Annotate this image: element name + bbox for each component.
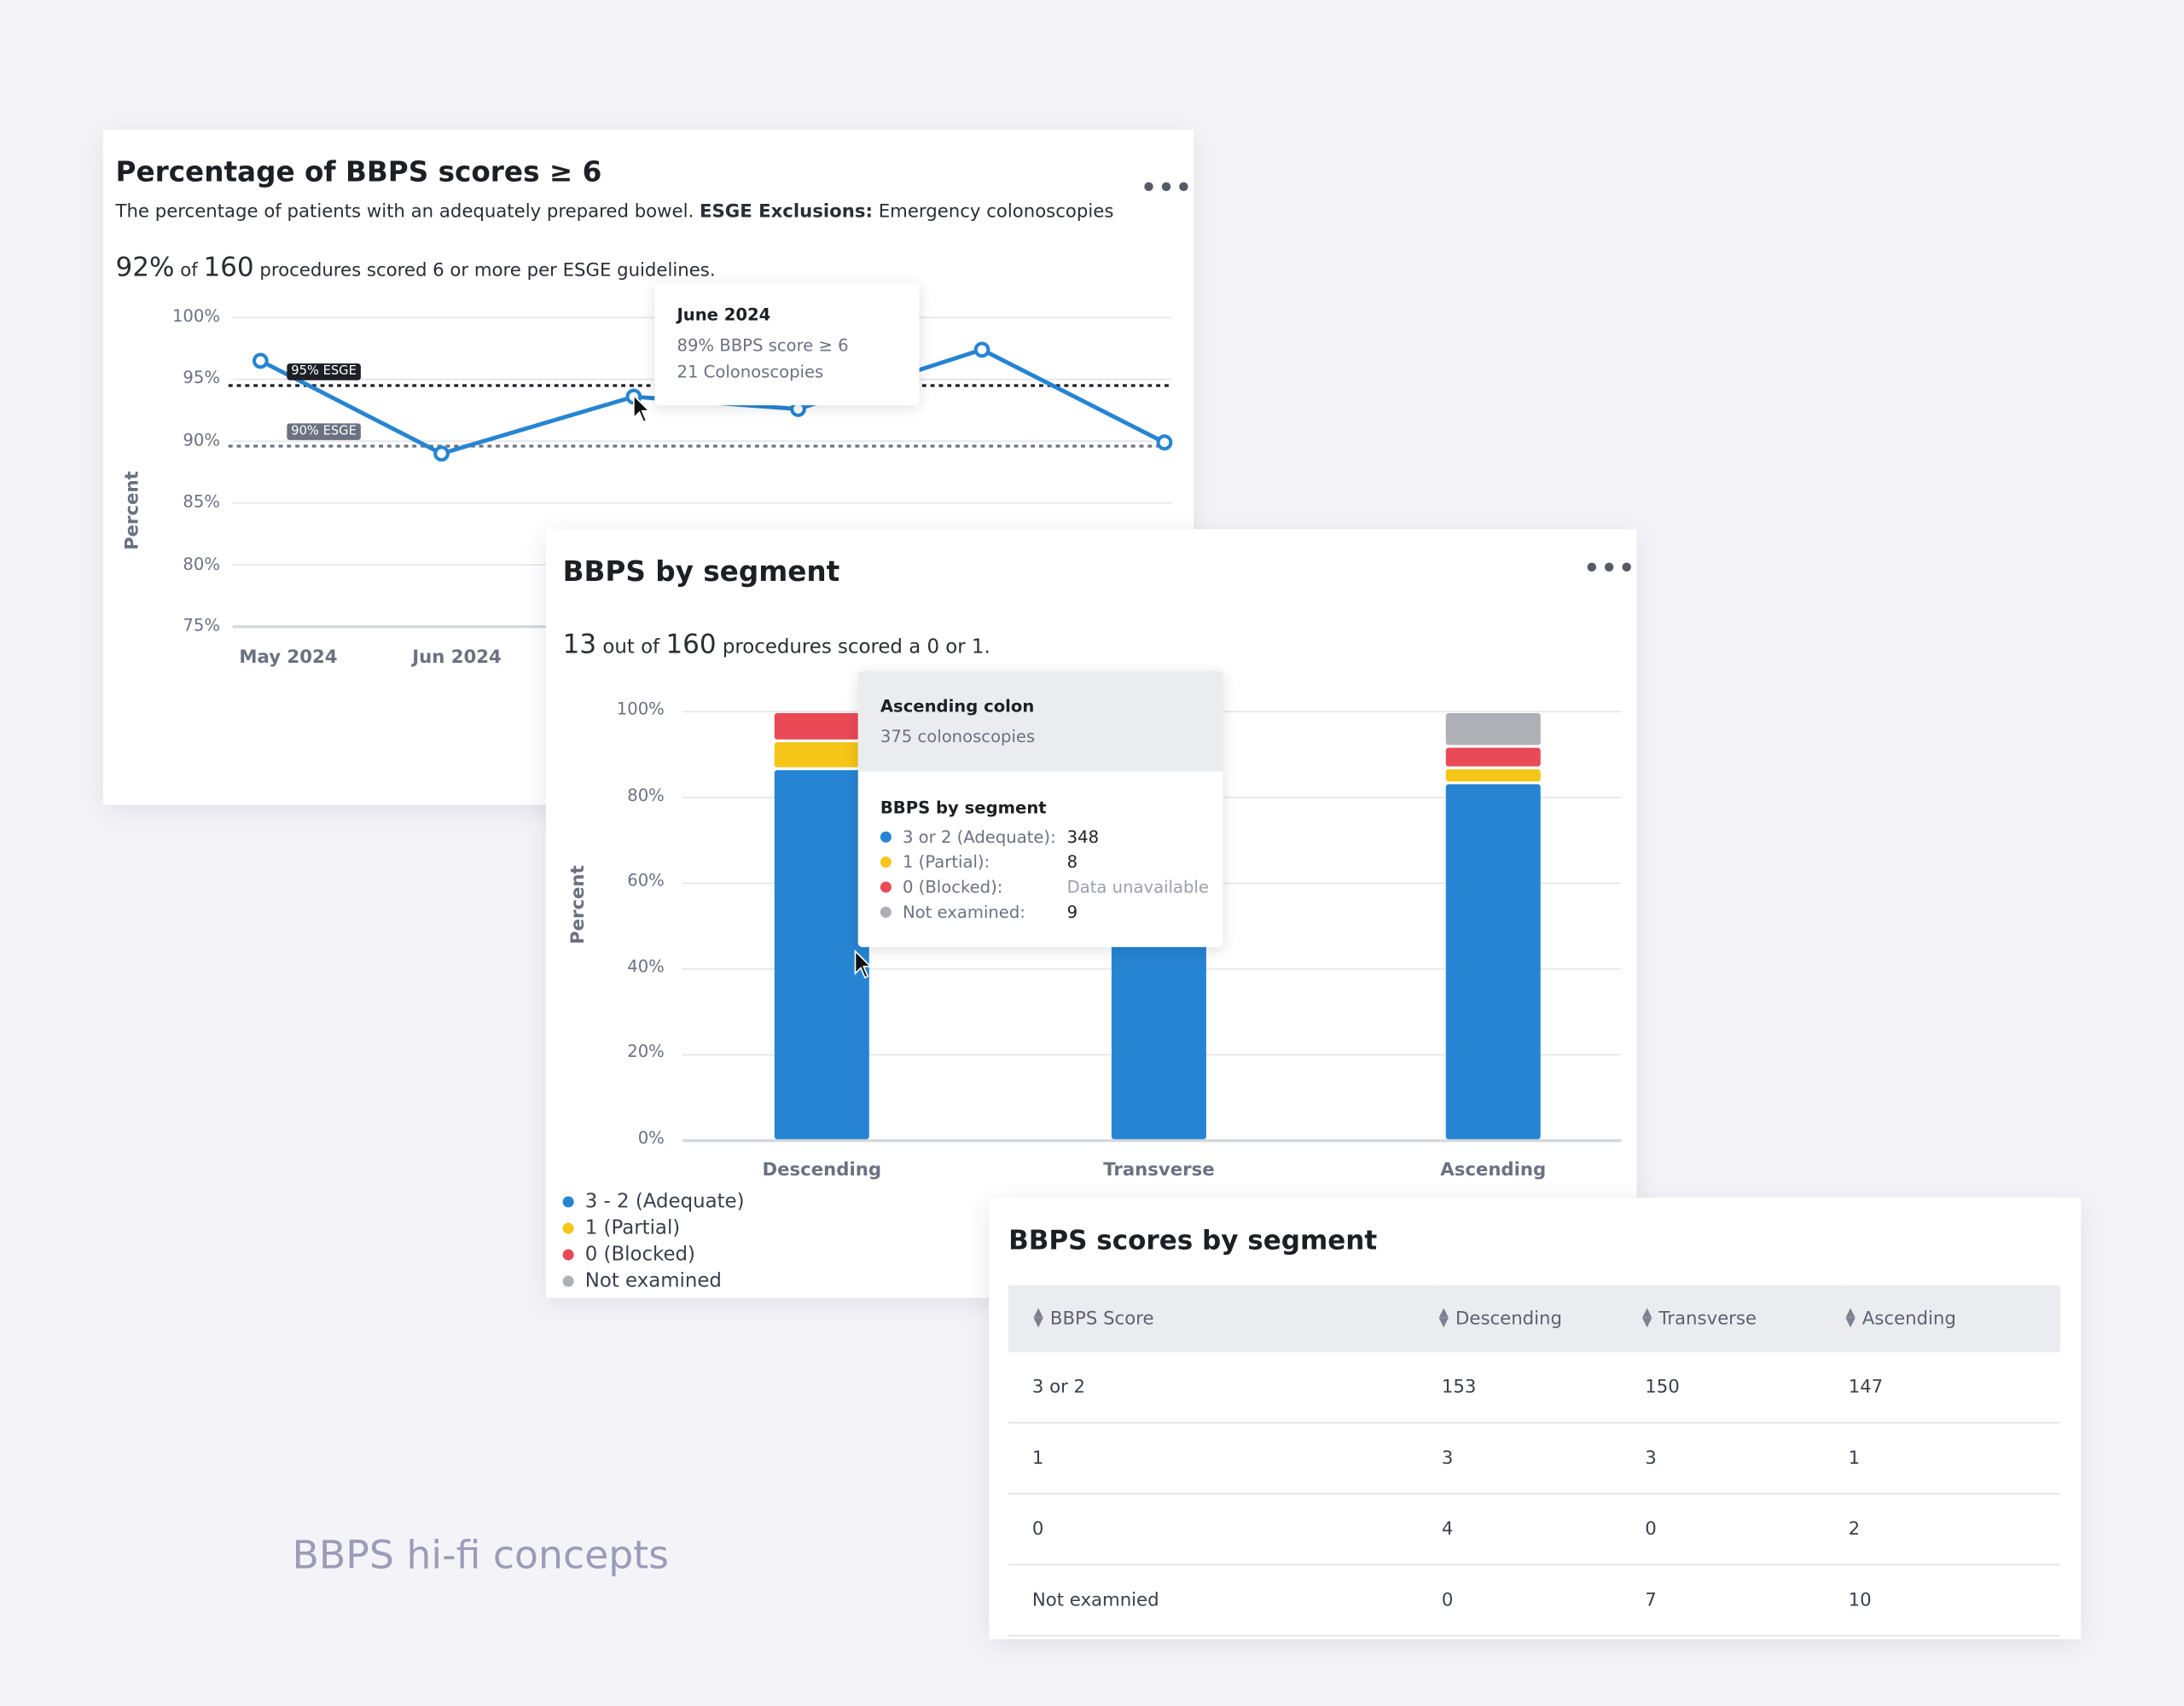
sort-icon: ▲ ▼ bbox=[1033, 1306, 1043, 1331]
table-cell: 2 bbox=[1845, 1494, 2060, 1566]
column-header[interactable]: ▲ ▼ BBPS Score bbox=[1008, 1285, 1439, 1353]
line-tooltip: June 2024 89% BBPS score ≥ 6 21 Colonosc… bbox=[654, 282, 920, 406]
legend-dot-icon bbox=[562, 1275, 574, 1287]
table-row: Not examnied 0 7 10 bbox=[1008, 1564, 2060, 1637]
bar-card-title: BBPS by segment bbox=[562, 554, 840, 588]
table-cell: 3 bbox=[1438, 1422, 1642, 1494]
table-card-title: BBPS scores by segment bbox=[1008, 1225, 1378, 1256]
legend-dot-icon bbox=[562, 1196, 574, 1208]
x-tick-label: Transverse bbox=[1103, 1160, 1215, 1181]
column-header[interactable]: ▲ ▼ Ascending bbox=[1845, 1285, 2060, 1353]
tooltip-count: 21 Colonoscopies bbox=[677, 362, 824, 382]
table-cell: 7 bbox=[1641, 1564, 1846, 1637]
tooltip-header: Ascending colon 375 colonoscopies bbox=[857, 670, 1223, 772]
tooltip-section: BBPS by segment bbox=[880, 798, 1047, 818]
legend-dot-icon bbox=[562, 1249, 574, 1261]
table-cell: Not examnied bbox=[1008, 1564, 1439, 1637]
table-cell: 153 bbox=[1438, 1352, 1642, 1424]
table-row: 3 or 2 153 150 147 bbox=[1008, 1352, 2060, 1424]
legend-item[interactable]: Not examined bbox=[562, 1268, 745, 1295]
tooltip-row: 0 (Blocked): Data unavailable bbox=[880, 878, 1209, 902]
x-tick-label: May 2024 bbox=[239, 647, 338, 669]
bar-segment[interactable] bbox=[774, 742, 869, 768]
sort-icon: ▲ ▼ bbox=[1845, 1306, 1856, 1331]
y-tick-label: 40% bbox=[627, 956, 665, 977]
y-tick-label: 95% bbox=[183, 368, 220, 388]
table-card: BBPS scores by segment ▲ ▼ BBPS Score ▲ ▼ Des… bbox=[989, 1198, 2082, 1639]
bar-segment[interactable] bbox=[1445, 712, 1541, 746]
legend-item[interactable]: 0 (Blocked) bbox=[562, 1242, 745, 1268]
tooltip-row: 1 (Partial): 8 bbox=[880, 852, 1209, 877]
sort-icon: ▲ ▼ bbox=[1438, 1306, 1449, 1331]
more-options-button[interactable]: ••• bbox=[1141, 174, 1194, 204]
table-cell: 3 or 2 bbox=[1008, 1352, 1439, 1424]
table-cell: 3 bbox=[1641, 1422, 1846, 1494]
column-header[interactable]: ▲ ▼ Descending bbox=[1438, 1285, 1642, 1353]
y-tick-label: 0% bbox=[637, 1128, 665, 1148]
bar-card-summary: 13 out of 160 procedures scored a 0 or 1… bbox=[562, 629, 990, 660]
x-tick-label: Descending bbox=[762, 1160, 882, 1181]
x-tick-label: Jun 2024 bbox=[412, 647, 502, 669]
y-tick-label: 75% bbox=[183, 615, 220, 635]
table-cell: 147 bbox=[1845, 1352, 2060, 1424]
bar-segment[interactable] bbox=[1445, 769, 1541, 782]
table-cell: 1 bbox=[1008, 1422, 1439, 1494]
table-cell: 10 bbox=[1845, 1564, 2060, 1637]
legend-dot-icon bbox=[880, 906, 892, 918]
cursor-icon bbox=[854, 949, 873, 979]
data-point[interactable] bbox=[1156, 434, 1173, 451]
legend-dot-icon bbox=[880, 856, 892, 868]
caption: BBPS hi-fi concepts bbox=[292, 1531, 670, 1578]
bar-tooltip: Ascending colon 375 colonoscopies BBPS b… bbox=[857, 670, 1223, 948]
bar-segment[interactable] bbox=[774, 769, 869, 1140]
legend-dot-icon bbox=[880, 881, 892, 893]
reference-line-label: 95% ESGE bbox=[287, 363, 361, 380]
line-card-summary: 92% of 160 procedures scored 6 or more p… bbox=[115, 252, 716, 283]
tooltip-row: 3 or 2 (Adequate): 348 bbox=[880, 827, 1209, 852]
sort-icon: ▲ ▼ bbox=[1641, 1306, 1653, 1331]
legend-item[interactable]: 1 (Partial) bbox=[562, 1216, 745, 1242]
bar-segment[interactable] bbox=[774, 712, 869, 740]
line-card-description: The percentage of patients with an adequ… bbox=[115, 201, 1114, 223]
y-tick-label: 60% bbox=[627, 870, 665, 891]
more-options-button[interactable]: ••• bbox=[1583, 554, 1636, 584]
tooltip-row: Not examined: 9 bbox=[880, 902, 1209, 927]
x-tick-label: Ascending bbox=[1440, 1160, 1547, 1181]
cursor-icon bbox=[633, 394, 651, 423]
scores-table: ▲ ▼ BBPS Score ▲ ▼ Descending ▲ ▼ Transverse ▲ ▼ As… bbox=[1008, 1285, 2060, 1637]
y-tick-label: 90% bbox=[183, 430, 220, 450]
y-tick-label: 80% bbox=[627, 785, 665, 805]
table-cell: 0 bbox=[1008, 1494, 1439, 1566]
data-point[interactable] bbox=[433, 445, 450, 462]
tooltip-title: June 2024 bbox=[677, 305, 771, 325]
y-tick-label: 100% bbox=[616, 699, 665, 719]
tooltip-title: Ascending colon bbox=[880, 696, 1035, 717]
reference-line-label: 90% ESGE bbox=[287, 423, 361, 441]
bar-chart-card: BBPS by segment ••• 13 out of 160 proced… bbox=[546, 529, 1637, 1298]
column-header[interactable]: ▲ ▼ Transverse bbox=[1641, 1285, 1846, 1353]
legend-dot-icon bbox=[880, 831, 892, 843]
table-cell: 1 bbox=[1845, 1422, 2060, 1494]
legend-item[interactable]: 3 - 2 (Adequate) bbox=[562, 1189, 745, 1216]
tooltip-value: 89% BBPS score ≥ 6 bbox=[677, 335, 849, 356]
y-tick-label: 20% bbox=[627, 1042, 665, 1062]
table-cell: 0 bbox=[1438, 1564, 1642, 1637]
bar-segment[interactable] bbox=[1445, 747, 1541, 767]
table-cell: 150 bbox=[1641, 1352, 1846, 1424]
legend-dot-icon bbox=[562, 1222, 574, 1234]
table-cell: 4 bbox=[1438, 1494, 1642, 1566]
bar-legend: 3 - 2 (Adequate) 1 (Partial) 0 (Blocked) No… bbox=[562, 1189, 745, 1295]
line-card-title: Percentage of BBPS scores ≥ 6 bbox=[115, 154, 602, 189]
y-tick-label: 85% bbox=[183, 491, 220, 512]
bar-segment[interactable] bbox=[1445, 784, 1541, 1140]
y-tick-label: 100% bbox=[171, 306, 220, 327]
tooltip-subtitle: 375 colonoscopies bbox=[880, 727, 1036, 747]
y-tick-label: 80% bbox=[183, 554, 220, 574]
data-point[interactable] bbox=[973, 341, 990, 358]
table-cell: 0 bbox=[1641, 1494, 1846, 1566]
data-point[interactable] bbox=[252, 352, 269, 369]
